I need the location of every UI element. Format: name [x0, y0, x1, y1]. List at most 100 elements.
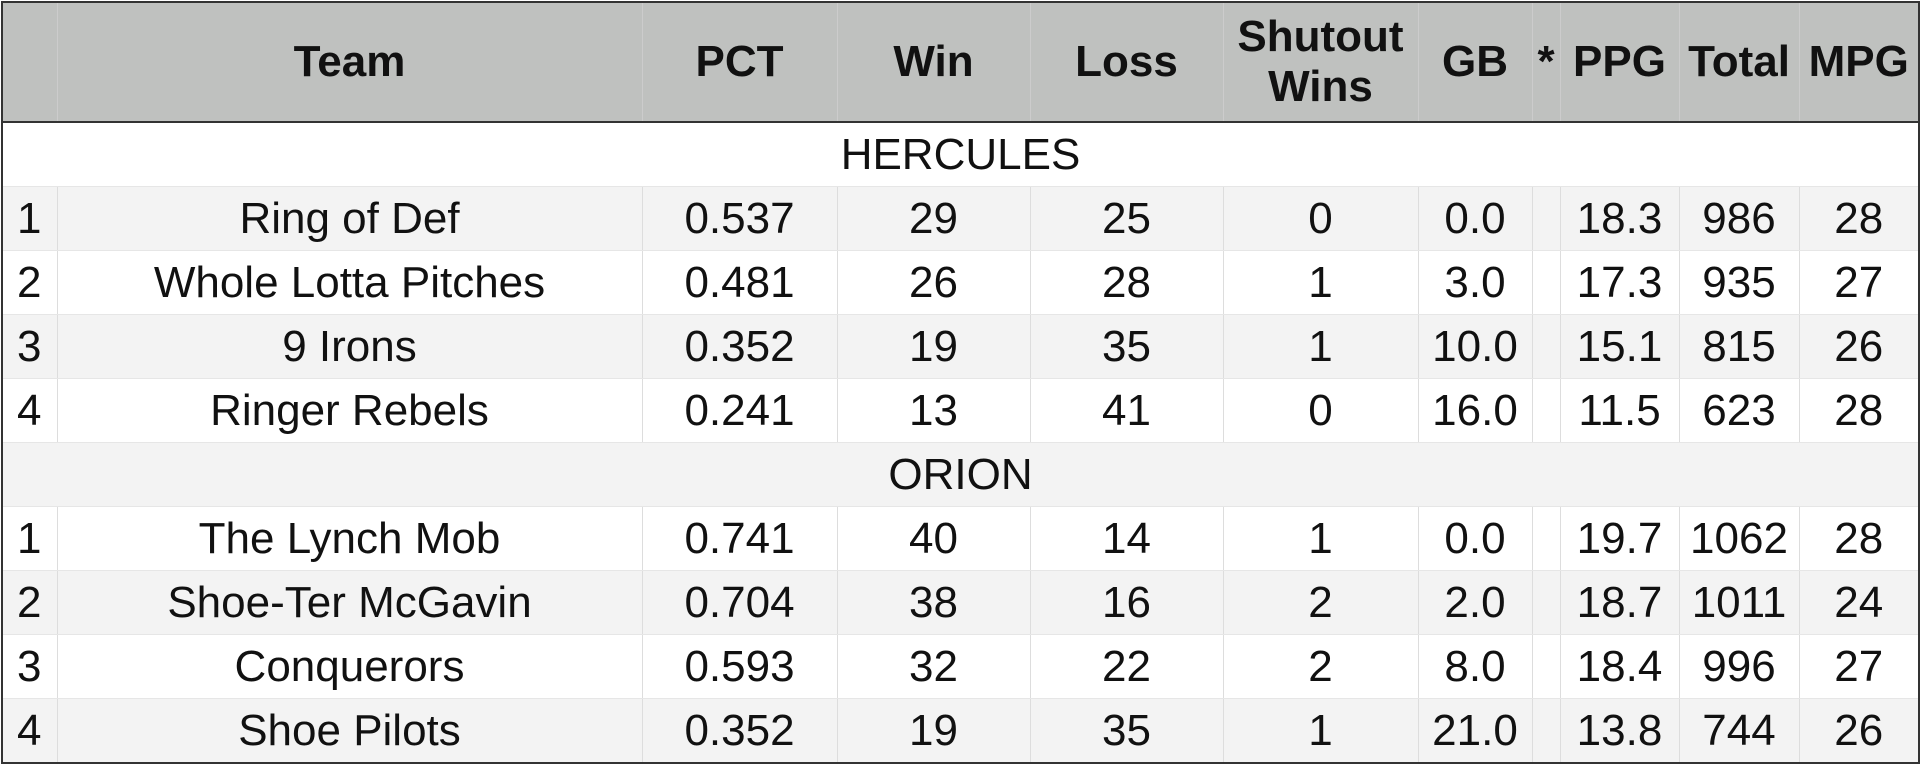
table-body: HERCULES 1 Ring of Def 0.537 29 25 0 0.0 18.3 986…	[2, 122, 1920, 764]
cell: 0.741	[642, 506, 838, 571]
cell	[1532, 698, 1561, 764]
cell: 0.704	[642, 570, 838, 635]
cell: 0.0	[1418, 186, 1533, 251]
column-header	[2, 2, 58, 123]
team-row: 2 Shoe-Ter McGavin 0.704 38 16 2 2.0 18.7 1011 24	[2, 570, 1920, 635]
cell: 8.0	[1418, 634, 1533, 699]
column-header: Shutout Wins	[1223, 2, 1419, 123]
cell	[1532, 378, 1561, 443]
cell: 32	[837, 634, 1031, 699]
cell: 1	[1223, 506, 1419, 571]
cell: 18.4	[1560, 634, 1680, 699]
cell: 3	[2, 634, 58, 699]
column-header: Total	[1679, 2, 1800, 123]
cell: 0.352	[642, 314, 838, 379]
cell: Shoe Pilots	[57, 698, 643, 764]
cell: Ringer Rebels	[57, 378, 643, 443]
cell: 2	[1223, 570, 1419, 635]
cell: 935	[1679, 250, 1800, 315]
cell: 1	[1223, 698, 1419, 764]
cell: 13.8	[1560, 698, 1680, 764]
cell: 0	[1223, 378, 1419, 443]
cell: 2.0	[1418, 570, 1533, 635]
cell: Whole Lotta Pitches	[57, 250, 643, 315]
cell: 25	[1030, 186, 1224, 251]
group-row: ORION	[2, 442, 1920, 507]
cell: 35	[1030, 698, 1224, 764]
cell: 15.1	[1560, 314, 1680, 379]
cell: 17.3	[1560, 250, 1680, 315]
cell: Shoe-Ter McGavin	[57, 570, 643, 635]
cell: 0.0	[1418, 506, 1533, 571]
cell	[1532, 250, 1561, 315]
cell: 2	[1223, 634, 1419, 699]
cell: 16	[1030, 570, 1224, 635]
team-row: 2 Whole Lotta Pitches 0.481 26 28 1 3.0 17.3 935…	[2, 250, 1920, 315]
cell: 10.0	[1418, 314, 1533, 379]
cell: 41	[1030, 378, 1224, 443]
cell: 815	[1679, 314, 1800, 379]
cell: 1	[2, 186, 58, 251]
cell: 28	[1799, 506, 1920, 571]
cell: 40	[837, 506, 1031, 571]
cell: 623	[1679, 378, 1800, 443]
cell: 0.481	[642, 250, 838, 315]
cell: 19	[837, 314, 1031, 379]
cell: 19	[837, 698, 1031, 764]
cell: The Lynch Mob	[57, 506, 643, 571]
cell: 986	[1679, 186, 1800, 251]
cell: 0.593	[642, 634, 838, 699]
team-row: 3 Conquerors 0.593 32 22 2 8.0 18.4 996 27	[2, 634, 1920, 699]
column-header: Team	[57, 2, 643, 123]
cell: 2	[2, 570, 58, 635]
cell: 1	[2, 506, 58, 571]
team-row: 1 Ring of Def 0.537 29 25 0 0.0 18.3 986 28	[2, 186, 1920, 251]
column-header: GB	[1418, 2, 1533, 123]
cell: Conquerors	[57, 634, 643, 699]
cell: 19.7	[1560, 506, 1680, 571]
cell: 2	[2, 250, 58, 315]
column-header: PCT	[642, 2, 838, 123]
cell: 3.0	[1418, 250, 1533, 315]
cell: 18.7	[1560, 570, 1680, 635]
cell: 28	[1799, 378, 1920, 443]
column-header: Win	[837, 2, 1031, 123]
cell: 14	[1030, 506, 1224, 571]
cell: 29	[837, 186, 1031, 251]
group-name: ORION	[2, 442, 1920, 507]
cell: 1062	[1679, 506, 1800, 571]
cell: 35	[1030, 314, 1224, 379]
header-row: Team PCT Win Loss Shutout Wins GB * PPG Total MPG	[2, 2, 1920, 123]
group-name: HERCULES	[2, 122, 1920, 187]
cell	[1532, 314, 1561, 379]
cell: 24	[1799, 570, 1920, 635]
cell: 38	[837, 570, 1031, 635]
column-header: Loss	[1030, 2, 1224, 123]
cell: 4	[2, 378, 58, 443]
cell: 11.5	[1560, 378, 1680, 443]
cell: Ring of Def	[57, 186, 643, 251]
team-row: 4 Ringer Rebels 0.241 13 41 0 16.0 11.5 623 28	[2, 378, 1920, 443]
cell: 996	[1679, 634, 1800, 699]
cell: 0.241	[642, 378, 838, 443]
cell	[1532, 186, 1561, 251]
cell: 1011	[1679, 570, 1800, 635]
cell: 1	[1223, 314, 1419, 379]
cell: 0	[1223, 186, 1419, 251]
cell: 744	[1679, 698, 1800, 764]
group-row: HERCULES	[2, 122, 1920, 187]
cell: 1	[1223, 250, 1419, 315]
cell: 18.3	[1560, 186, 1680, 251]
cell: 26	[1799, 698, 1920, 764]
cell: 27	[1799, 250, 1920, 315]
cell: 16.0	[1418, 378, 1533, 443]
cell: 0.537	[642, 186, 838, 251]
cell: 9 Irons	[57, 314, 643, 379]
cell: 28	[1030, 250, 1224, 315]
cell: 0.352	[642, 698, 838, 764]
team-row: 4 Shoe Pilots 0.352 19 35 1 21.0 13.8 744 26	[2, 698, 1920, 764]
column-header: *	[1532, 2, 1561, 123]
